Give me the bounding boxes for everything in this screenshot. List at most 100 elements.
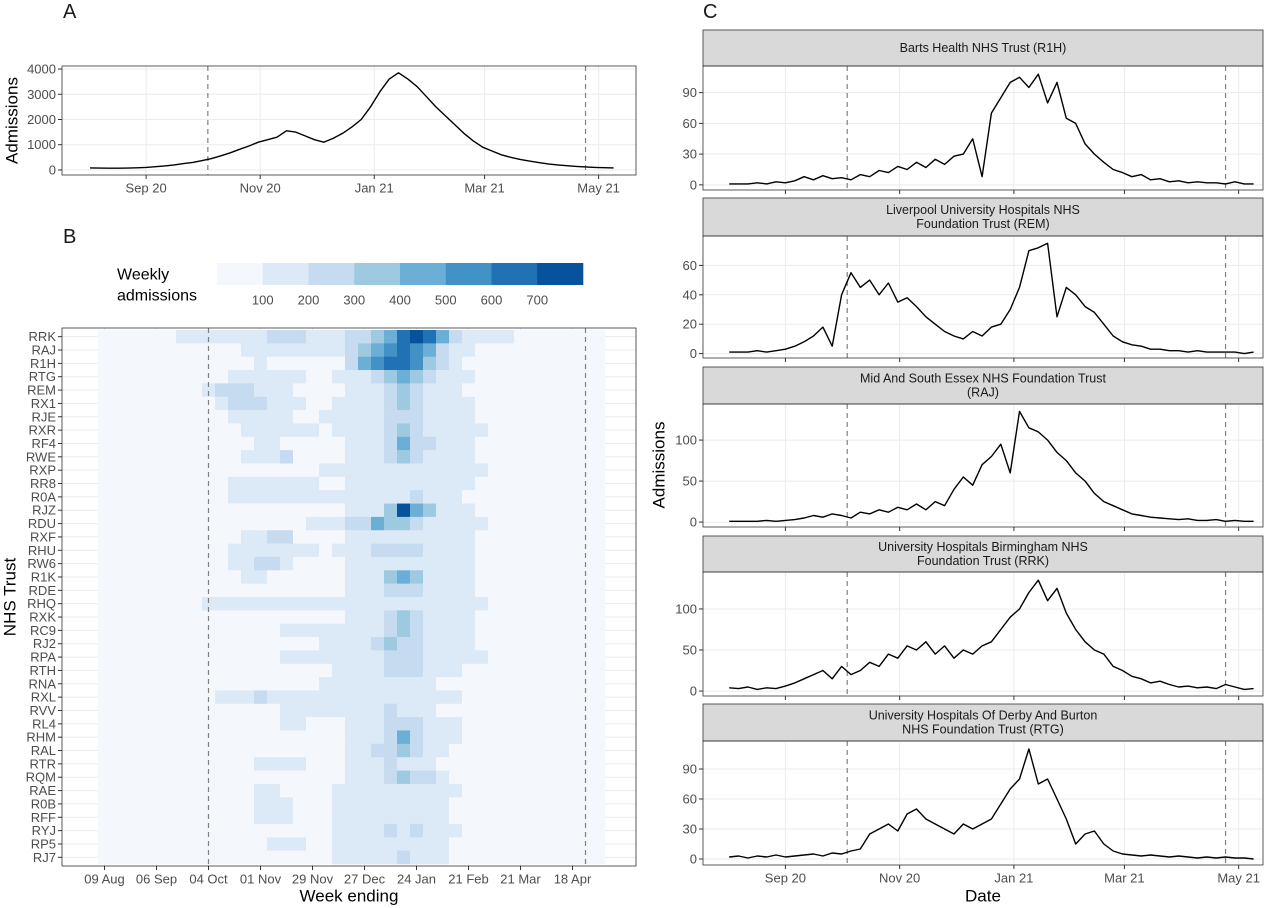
heat-cell: [254, 850, 268, 865]
heat-cell: [540, 650, 554, 665]
heat-cell: [540, 823, 554, 838]
heat-cell: [592, 436, 606, 451]
panel-border: [702, 235, 1264, 359]
heat-cell: [514, 490, 528, 504]
heat-cell: [371, 450, 385, 464]
y-tick-label: RTR: [30, 756, 56, 771]
heat-cell: [462, 743, 476, 758]
heat-cell: [267, 717, 281, 731]
heat-cell: [423, 703, 437, 718]
heat-cell: [475, 850, 489, 865]
heat-cell: [306, 703, 320, 718]
heat-cell: [124, 556, 138, 571]
heat-cell: [150, 783, 164, 798]
heat-cell: [150, 770, 164, 785]
heat-cell: [306, 743, 320, 758]
heat-cell: [189, 410, 203, 424]
heat-cell: [124, 757, 138, 771]
heat-cell: [163, 503, 177, 518]
heat-cell: [202, 650, 216, 665]
heat-cell: [241, 717, 255, 731]
heat-cell: [254, 436, 268, 451]
heat-cell: [150, 530, 164, 544]
heat-cell: [215, 543, 229, 558]
heat-cell: [293, 810, 307, 825]
heat-cell: [228, 690, 242, 705]
heat-cell: [111, 490, 125, 504]
heat-cell: [267, 330, 281, 344]
heat-cell: [306, 677, 320, 691]
heat-cell: [124, 623, 138, 638]
heat-cell: [488, 783, 502, 798]
x-tick-label: May 21: [577, 181, 620, 196]
heat-cell: [371, 837, 385, 851]
y-tick-label: RC9: [30, 623, 56, 638]
heat-cell: [527, 623, 541, 638]
x-tick-label: 29 Nov: [292, 872, 334, 887]
heat-cell: [98, 583, 112, 598]
heat-cell: [371, 663, 385, 678]
heat-cell: [462, 330, 476, 344]
heat-cell: [111, 797, 125, 811]
facet-strip: [702, 535, 1264, 573]
heat-cell: [514, 476, 528, 491]
heat-cell: [592, 637, 606, 651]
heat-cell: [410, 330, 424, 344]
heat-cell: [241, 530, 255, 544]
y-tick-label: RWE: [26, 449, 56, 464]
heat-cell: [358, 370, 372, 384]
heat-cell: [423, 356, 437, 371]
heat-cell: [293, 770, 307, 785]
heat-cell: [423, 370, 437, 384]
heat-cell: [150, 450, 164, 464]
heat-cell: [566, 330, 580, 344]
heat-cell: [163, 570, 177, 584]
heat-cell: [566, 556, 580, 571]
heat-cell: [137, 637, 151, 651]
heat-cell: [345, 423, 359, 438]
heat-cell: [215, 516, 229, 531]
heat-cell: [358, 757, 372, 771]
heat-cell: [514, 837, 528, 851]
heat-cell: [137, 370, 151, 384]
heat-cell: [163, 396, 177, 411]
heat-cell: [397, 530, 411, 544]
panel-border: [702, 403, 1264, 528]
heat-cell: [358, 343, 372, 357]
heat-cell: [98, 850, 112, 865]
heat-cell: [332, 810, 346, 825]
heat-cell: [176, 543, 190, 558]
heat-cell: [358, 516, 372, 531]
heat-cell: [215, 356, 229, 371]
heat-cell: [540, 556, 554, 571]
heat-cell: [150, 690, 164, 705]
heat-cell: [449, 623, 463, 638]
heat-cell: [501, 383, 515, 398]
heat-cell: [592, 743, 606, 758]
y-tick-label: RXL: [31, 690, 56, 705]
heat-cell: [410, 610, 424, 624]
heat-cell: [527, 423, 541, 438]
heat-cell: [475, 356, 489, 371]
heat-cell: [410, 450, 424, 464]
heat-cell: [514, 356, 528, 371]
heat-cell: [579, 490, 593, 504]
heat-cell: [488, 677, 502, 691]
heat-cell: [397, 583, 411, 598]
heat-cell: [540, 623, 554, 638]
heat-cell: [137, 730, 151, 745]
heat-cell: [150, 330, 164, 344]
heat-cell: [410, 436, 424, 451]
heat-cell: [228, 556, 242, 571]
heat-cell: [579, 797, 593, 811]
heat-cell: [371, 383, 385, 398]
heat-cell: [228, 823, 242, 838]
heat-cell: [514, 743, 528, 758]
heat-cell: [111, 503, 125, 518]
heat-cell: [397, 623, 411, 638]
heat-cell: [319, 543, 333, 558]
heat-cell: [488, 503, 502, 518]
heat-cell: [176, 743, 190, 758]
heat-cell: [280, 823, 294, 838]
heat-cell: [410, 543, 424, 558]
